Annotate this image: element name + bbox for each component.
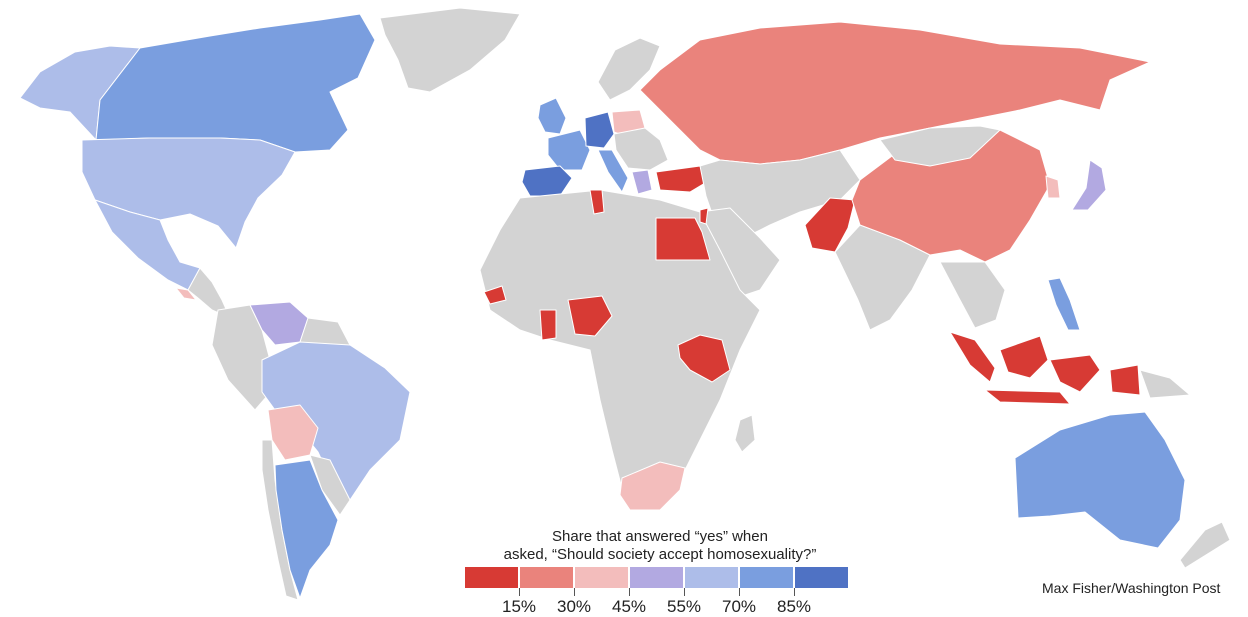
legend-tick-label: 70%	[721, 597, 757, 616]
legend-swatch-6	[740, 567, 793, 588]
region-nigeria	[567, 295, 613, 337]
region-australia	[1014, 411, 1186, 549]
region-mongolia	[879, 125, 1001, 167]
region-tunisia	[589, 189, 605, 215]
legend-tick	[629, 588, 630, 596]
region-levant	[699, 207, 709, 225]
legend-tick-label: 85%	[776, 597, 812, 616]
legend-swatch-2	[520, 567, 573, 588]
region-pakistan	[804, 197, 856, 253]
legend-swatch-3	[575, 567, 628, 588]
legend-tick	[519, 588, 520, 596]
region-new-zealand	[1179, 521, 1231, 569]
region-greece	[631, 169, 653, 195]
legend-tick	[684, 588, 685, 596]
legend-tick	[739, 588, 740, 596]
region-south-korea	[1045, 175, 1061, 199]
region-se-asia	[939, 261, 1006, 329]
credit-line: Max Fisher/Washington Post	[1042, 580, 1221, 596]
region-canada	[95, 13, 376, 153]
region-scandinavia	[597, 37, 661, 101]
region-spain	[521, 165, 573, 197]
region-el-salvador	[175, 287, 197, 301]
legend-tick	[794, 588, 795, 596]
region-eastern-europe	[613, 127, 669, 171]
region-uk	[537, 97, 567, 135]
legend-swatch-5	[685, 567, 738, 588]
legend-tick-label: 30%	[556, 597, 592, 616]
region-senegal	[483, 285, 507, 305]
region-png	[1139, 369, 1191, 399]
region-argentina	[274, 459, 339, 599]
region-turkey	[655, 165, 711, 193]
region-russia	[639, 21, 1151, 165]
legend-tick	[574, 588, 575, 596]
region-philippines	[1047, 277, 1081, 331]
legend-swatch-1	[465, 567, 518, 588]
region-greenland	[379, 7, 521, 93]
legend-tick-label: 45%	[611, 597, 647, 616]
region-kenya	[677, 334, 731, 383]
region-ghana	[539, 309, 557, 341]
region-south-africa	[619, 461, 686, 511]
legend-color-bar	[465, 567, 848, 588]
region-madagascar	[734, 414, 756, 453]
legend-tick-label: 15%	[501, 597, 537, 616]
legend-tick-label: 55%	[666, 597, 702, 616]
legend-title-line-1: Share that answered “yes” when	[552, 528, 768, 545]
region-japan	[1071, 159, 1107, 211]
legend-swatch-7	[795, 567, 848, 588]
region-italy	[597, 149, 629, 193]
region-egypt	[655, 217, 711, 261]
region-germany	[584, 111, 615, 149]
legend-title: Share that answered “yes” when asked, “S…	[440, 528, 880, 564]
region-france	[547, 129, 591, 171]
legend-title-line-2: asked, “Should society accept homosexual…	[503, 546, 817, 563]
region-indonesia	[949, 331, 1141, 405]
legend-swatch-4	[630, 567, 683, 588]
